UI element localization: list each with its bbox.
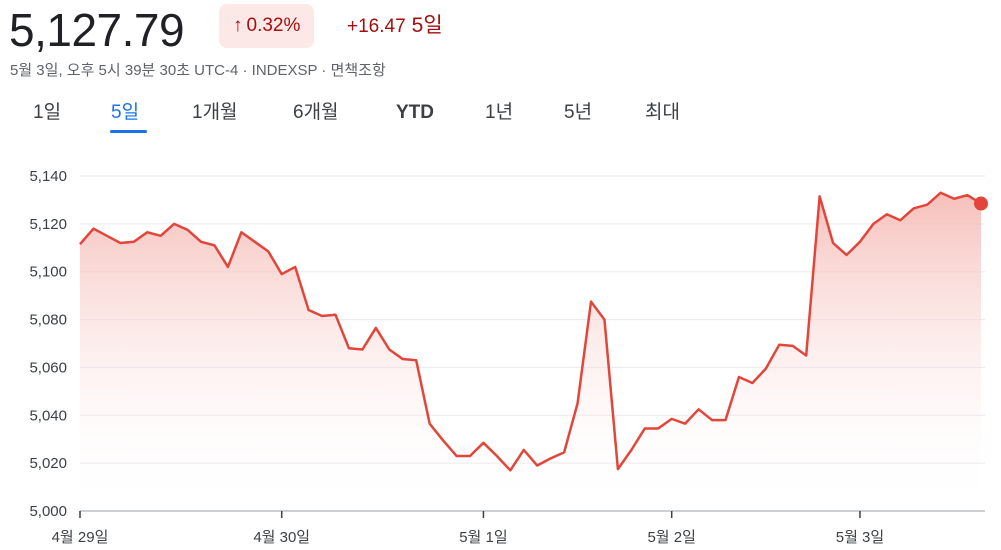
y-tick-label: 5,000 [29, 503, 67, 520]
price-area-fill [80, 192, 981, 511]
tab-6m[interactable]: 6개월 [293, 102, 339, 123]
percent-change-badge: ↑ 0.32% [219, 4, 315, 48]
tab-ytd[interactable]: YTD [396, 102, 434, 123]
active-tab-indicator [110, 130, 147, 133]
tab-1d[interactable]: 1일 [33, 102, 62, 123]
change-period: 5일 [411, 14, 443, 37]
y-axis-ticks: 5,140 5,120 5,100 5,080 5,060 5,040 5,020 5,000 [29, 168, 67, 520]
current-price: 5,127.79 [9, 4, 185, 56]
tab-5y[interactable]: 5년 [564, 102, 593, 123]
x-tick-label: 4월 30일 [253, 529, 310, 546]
x-tick-label: 5월 3일 [836, 529, 884, 546]
tab-max[interactable]: 최대 [645, 102, 680, 123]
x-tick-label: 5월 1일 [459, 529, 507, 546]
arrow-up-icon: ↑ [233, 15, 243, 36]
absolute-change: +16.47 5일 [347, 12, 443, 41]
last-price-marker[interactable] [974, 196, 988, 211]
x-tick-label: 5월 2일 [647, 529, 695, 546]
y-tick-label: 5,140 [29, 168, 67, 185]
absolute-change-value: +16.47 [347, 16, 406, 37]
y-tick-label: 5,080 [29, 312, 67, 329]
y-tick-label: 5,120 [29, 216, 67, 233]
x-axis-ticks: 4월 29일 4월 30일 5월 1일 5월 2일 5월 3일 [52, 511, 884, 546]
y-tick-label: 5,040 [29, 407, 67, 424]
y-tick-label: 5,060 [29, 359, 67, 376]
tab-5d[interactable]: 5일 [111, 102, 140, 123]
price-line [79, 191, 982, 472]
percent-change-value: 0.32% [246, 15, 301, 36]
y-tick-label: 5,100 [29, 264, 67, 281]
tab-1m[interactable]: 1개월 [192, 102, 238, 123]
y-tick-label: 5,020 [29, 455, 67, 472]
range-tabs: 1일 5일 1개월 6개월 YTD 1년 5년 최대 [0, 98, 1001, 138]
tab-1y[interactable]: 1년 [485, 102, 514, 123]
x-tick-label: 4월 29일 [52, 529, 109, 546]
quote-meta: 5월 3일, 오후 5시 39분 30초 UTC-4 · INDEXSP · 면… [10, 62, 386, 79]
